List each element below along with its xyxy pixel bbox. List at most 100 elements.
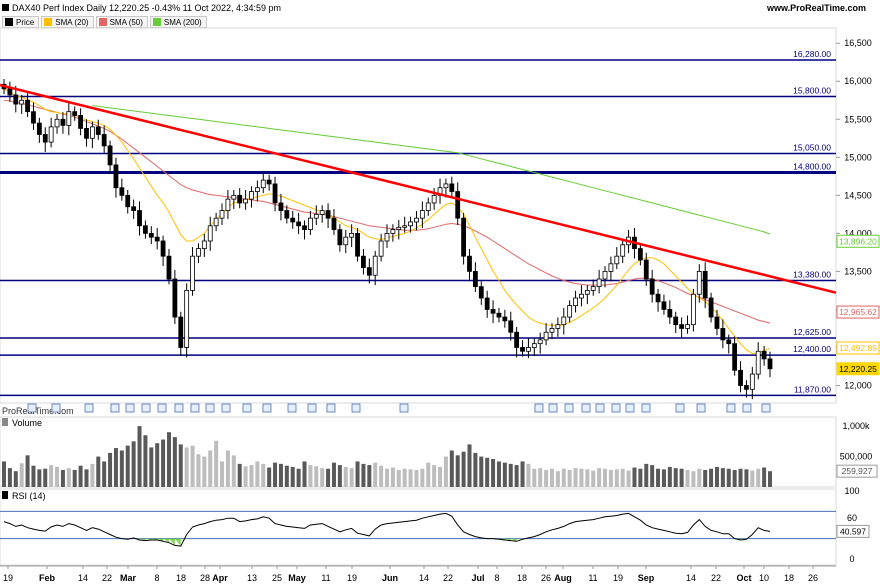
volume-bar <box>514 465 519 487</box>
volume-bar <box>237 463 242 487</box>
candle-body <box>166 255 172 280</box>
event-icon <box>51 403 61 413</box>
candle-body <box>732 343 738 371</box>
volume-bar <box>614 469 619 487</box>
candle-body <box>744 385 749 390</box>
volume-bar <box>161 439 166 487</box>
level-label: 11,870.00 <box>794 384 831 394</box>
volume-bar <box>178 444 183 487</box>
candle-body <box>36 122 42 135</box>
volume-last-label: 259,927 <box>842 466 873 476</box>
rsi-oversold-fill <box>139 538 146 541</box>
event-icon <box>611 403 621 413</box>
volume-bar <box>273 462 278 487</box>
volume-bar <box>485 457 490 487</box>
candle-body <box>496 312 502 318</box>
time-axis-label: Oct <box>736 573 751 583</box>
candle-body <box>313 213 319 219</box>
volume-bar <box>84 469 89 487</box>
candle-body <box>72 111 78 116</box>
volume-bar <box>155 443 160 487</box>
event-icon <box>761 403 771 413</box>
volume-bar <box>685 469 690 487</box>
candle-body <box>579 293 584 299</box>
instrument-icon <box>2 4 9 11</box>
volume-bar <box>379 465 384 487</box>
candle-body <box>567 305 573 318</box>
candle-body <box>449 183 455 192</box>
candle-body <box>343 236 349 246</box>
candle-body <box>408 221 413 227</box>
legend-item-sma50[interactable]: SMA (50) <box>95 16 148 28</box>
time-axis-label: Mar <box>120 573 137 583</box>
volume-bar <box>290 466 295 487</box>
site-link[interactable]: www.ProRealTime.com <box>766 3 866 13</box>
volume-bar <box>55 466 60 487</box>
volume-bar <box>337 465 342 487</box>
volume-bar <box>768 471 772 487</box>
volume-bar <box>361 463 366 487</box>
volume-bar <box>644 463 649 487</box>
event-icon <box>548 403 558 413</box>
rsi-oversold-fill <box>510 538 517 542</box>
price-tick-label: 12,000 <box>844 381 872 391</box>
candle-body <box>249 191 254 200</box>
volume-bar <box>762 467 767 487</box>
price-tick-label: 15,500 <box>844 114 872 124</box>
candle-body <box>13 94 19 105</box>
event-icon <box>307 403 317 413</box>
volume-bar <box>561 468 566 487</box>
time-axis-label: 18 <box>176 573 186 583</box>
event-icon <box>581 403 591 413</box>
value-badge-label: 13,896.20 <box>839 236 877 246</box>
volume-bar <box>567 469 572 487</box>
volume-bar <box>396 469 401 487</box>
candle-body <box>685 324 690 329</box>
event-icon <box>595 403 605 413</box>
volume-icon <box>2 418 8 426</box>
candle-body <box>84 128 89 139</box>
value-badge <box>836 341 880 355</box>
volume-bar <box>720 468 725 487</box>
value-badge-label: 12,965.62 <box>839 307 877 317</box>
candle-body <box>48 126 54 143</box>
volume-bar <box>261 463 266 487</box>
indicator-legend: Price SMA (20) SMA (50) SMA (200) <box>2 16 207 28</box>
volume-bar <box>367 465 372 487</box>
rsi-tick-label: 0 <box>849 554 854 564</box>
candle-body <box>266 179 272 185</box>
price-tick-label: 16,000 <box>844 76 872 86</box>
event-icon <box>287 403 297 413</box>
candle-body <box>60 118 66 126</box>
candle-body <box>119 187 125 196</box>
candle-body <box>7 88 13 96</box>
event-icon <box>190 403 200 413</box>
candle-body <box>455 191 461 219</box>
volume-bar <box>108 452 113 487</box>
volume-bar <box>137 426 142 487</box>
price-tick-label: 15,000 <box>844 152 872 162</box>
candle-body <box>101 134 107 147</box>
volume-bar <box>113 448 118 487</box>
panel-frame <box>0 488 837 566</box>
volume-bar <box>196 454 201 487</box>
sma200-line <box>92 105 771 235</box>
volume-bar <box>49 465 54 487</box>
event-icon <box>564 403 574 413</box>
candle-body <box>178 316 184 348</box>
candle-body <box>614 255 620 265</box>
candle-body <box>726 339 732 345</box>
rsi-oversold-fill <box>516 538 523 540</box>
trendline <box>0 83 837 294</box>
chart-title: DAX40 Perf Index Daily 12,220.25 -0.43% … <box>12 3 281 13</box>
legend-label: SMA (50) <box>109 17 143 27</box>
time-axis: 19 Feb 14 22 Mar 8 18 28 Apr 13 25 May 11 19 Jun 14 22 Ju… <box>0 565 836 583</box>
volume-bar <box>544 469 549 487</box>
rsi-oversold-fill <box>157 538 164 542</box>
time-axis-label: May <box>288 573 306 583</box>
candle-body <box>520 347 525 352</box>
rsi-last-badge <box>836 524 870 538</box>
volume-bar <box>502 462 507 487</box>
candle-body <box>720 328 726 341</box>
